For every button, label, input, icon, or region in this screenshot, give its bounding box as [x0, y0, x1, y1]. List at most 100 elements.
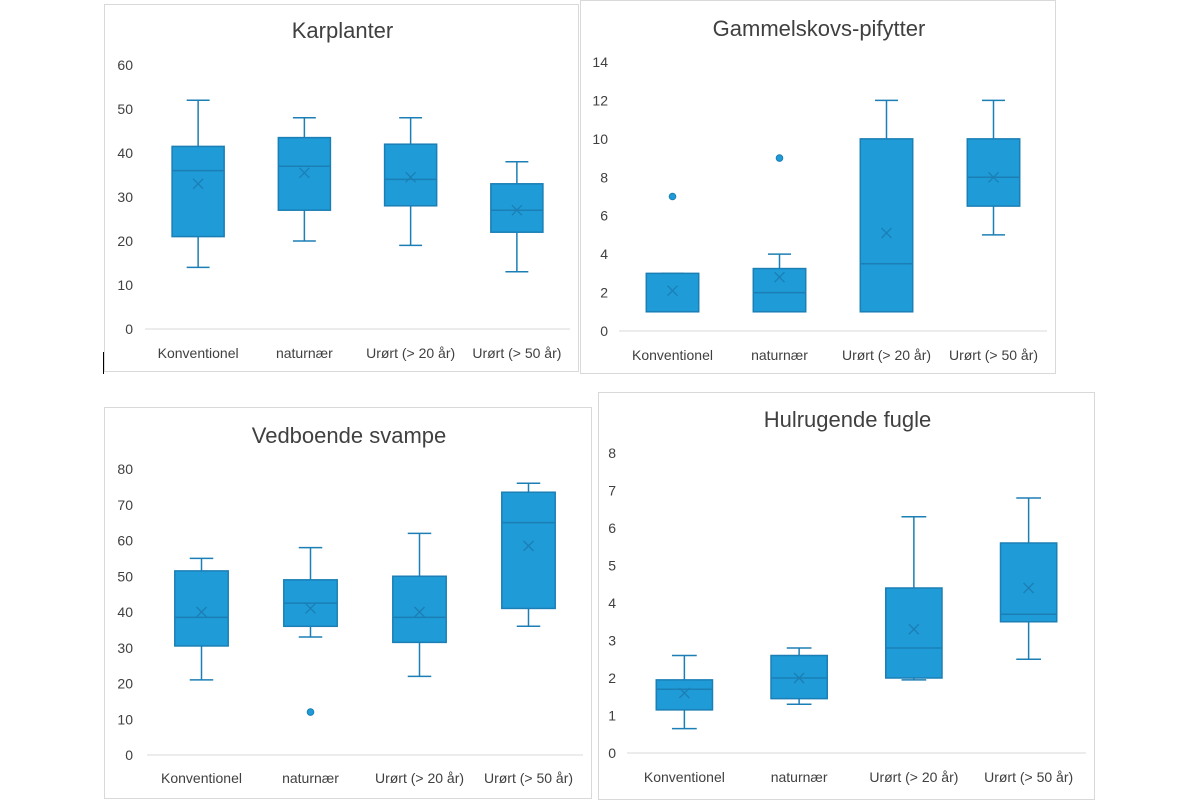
category-label: Konventionel — [644, 769, 725, 785]
y-tick-label: 80 — [117, 461, 133, 477]
box-plot-group — [752, 154, 807, 313]
category-label: naturnær — [771, 769, 828, 785]
category-label: naturnær — [751, 347, 808, 363]
y-tick-label: 7 — [608, 483, 616, 499]
iqr-box — [999, 542, 1058, 623]
y-tick-label: 20 — [117, 676, 133, 692]
category-label: Urørt (> 50 år) — [949, 347, 1038, 363]
y-tick-label: 10 — [117, 277, 133, 293]
y-tick-label: 4 — [600, 246, 608, 262]
mean-marker — [988, 171, 999, 183]
chart-title: Karplanter — [292, 18, 394, 43]
iqr-box — [859, 138, 914, 313]
y-tick-label: 6 — [608, 520, 616, 536]
iqr-box — [885, 587, 943, 679]
mean-marker — [196, 606, 207, 618]
mean-marker — [1023, 582, 1035, 594]
box-plot-group — [859, 99, 914, 313]
category-label: Konventionel — [158, 345, 239, 361]
chart-hulrugende-fugle: Hulrugende fugle 0 1 2 3 4 5 6 7 8 Konventionel nat… — [608, 407, 1086, 785]
mean-marker — [192, 178, 204, 190]
category-label: Urørt (> 50 år) — [472, 345, 561, 361]
mean-marker — [908, 623, 920, 635]
box-plot-group — [171, 99, 225, 269]
chart-panel-hulrugende-fugle: Hulrugende fugle 0 1 2 3 4 5 6 7 8 Konventionel nat… — [598, 392, 1095, 800]
y-tick-label: 30 — [117, 189, 133, 205]
mean-marker — [667, 285, 678, 297]
y-tick-label: 20 — [117, 233, 133, 249]
y-tick-label: 0 — [125, 321, 133, 337]
y-tick-label: 30 — [117, 640, 133, 656]
y-tick-label: 3 — [608, 633, 616, 649]
mean-marker — [405, 171, 417, 183]
mean-marker — [678, 687, 690, 699]
chart-panel-gammelskovs-pifytter: Gammelskovs-pifytter 0 2 4 6 8 10 12 14 Konventio… — [580, 0, 1056, 374]
chart-title: Hulrugende fugle — [764, 407, 932, 432]
y-tick-label: 14 — [592, 54, 608, 70]
y-tick-label: 5 — [608, 558, 616, 574]
y-tick-label: 40 — [117, 145, 133, 161]
outlier-point — [668, 192, 677, 201]
iqr-box — [383, 143, 438, 207]
y-tick-label: 60 — [117, 533, 133, 549]
y-tick-label: 4 — [608, 595, 616, 611]
iqr-box — [392, 575, 447, 644]
category-label: Urørt (> 20 år) — [375, 770, 464, 786]
category-label: naturnær — [282, 770, 339, 786]
box-plot-group — [770, 647, 828, 705]
chart-panel-karplanter: Karplanter 0 10 20 30 40 50 60 Konventionel natur… — [104, 4, 579, 372]
chart-karplanter: Karplanter 0 10 20 30 40 50 60 Konventionel natur… — [117, 18, 570, 361]
mean-marker — [774, 271, 785, 283]
chart-panel-vedboende-svampe: Vedboende svampe 0 10 20 30 40 50 60 70 80 Konvent… — [104, 407, 592, 799]
outlier-point — [775, 154, 784, 162]
outlier-point — [306, 708, 315, 716]
box-plot-group — [999, 497, 1058, 660]
chart-title: Gammelskovs-pifytter — [713, 16, 926, 41]
y-tick-label: 2 — [600, 285, 608, 301]
category-label: Urørt (> 50 år) — [484, 770, 573, 786]
y-tick-label: 12 — [592, 92, 608, 108]
y-tick-label: 70 — [117, 497, 133, 513]
y-tick-label: 0 — [125, 747, 133, 763]
y-tick-label: 50 — [117, 568, 133, 584]
y-tick-label: 0 — [608, 745, 616, 761]
chart-gammelskovs-pifytter: Gammelskovs-pifytter 0 2 4 6 8 10 12 14 Konventio… — [592, 16, 1047, 363]
mean-marker — [793, 672, 805, 684]
iqr-box — [174, 570, 229, 647]
chart-title: Vedboende svampe — [252, 423, 447, 448]
iqr-box — [645, 272, 700, 313]
category-label: Konventionel — [161, 770, 242, 786]
mean-marker — [881, 227, 892, 239]
box-plot-group — [655, 654, 714, 730]
y-tick-label: 8 — [600, 169, 608, 185]
mean-marker — [511, 204, 523, 216]
divider-line — [103, 352, 104, 374]
box-plot-group — [645, 192, 700, 313]
box-plot-group — [885, 516, 943, 681]
box-plot-group — [174, 557, 229, 681]
mean-marker — [305, 602, 316, 614]
y-tick-label: 50 — [117, 101, 133, 117]
box-plot-group — [283, 546, 338, 716]
y-tick-label: 0 — [600, 323, 608, 339]
iqr-box — [752, 267, 807, 313]
box-plot-group — [966, 99, 1021, 236]
y-tick-label: 10 — [117, 711, 133, 727]
box-plot-group — [383, 117, 438, 247]
iqr-box — [171, 145, 225, 238]
category-label: Urørt (> 50 år) — [984, 769, 1073, 785]
y-tick-label: 40 — [117, 604, 133, 620]
y-tick-label: 10 — [592, 131, 608, 147]
category-label: Konventionel — [632, 347, 713, 363]
box-plot-group — [392, 532, 447, 678]
category-label: Urørt (> 20 år) — [842, 347, 931, 363]
box-plot-group — [490, 161, 544, 273]
category-label: Urørt (> 20 år) — [366, 345, 455, 361]
y-tick-label: 1 — [608, 708, 616, 724]
iqr-box — [501, 491, 556, 610]
iqr-box — [966, 138, 1021, 207]
iqr-box — [277, 136, 332, 211]
chart-vedboende-svampe: Vedboende svampe 0 10 20 30 40 50 60 70 80 Konvent… — [117, 423, 583, 786]
iqr-box — [490, 183, 544, 233]
category-label: Urørt (> 20 år) — [869, 769, 958, 785]
